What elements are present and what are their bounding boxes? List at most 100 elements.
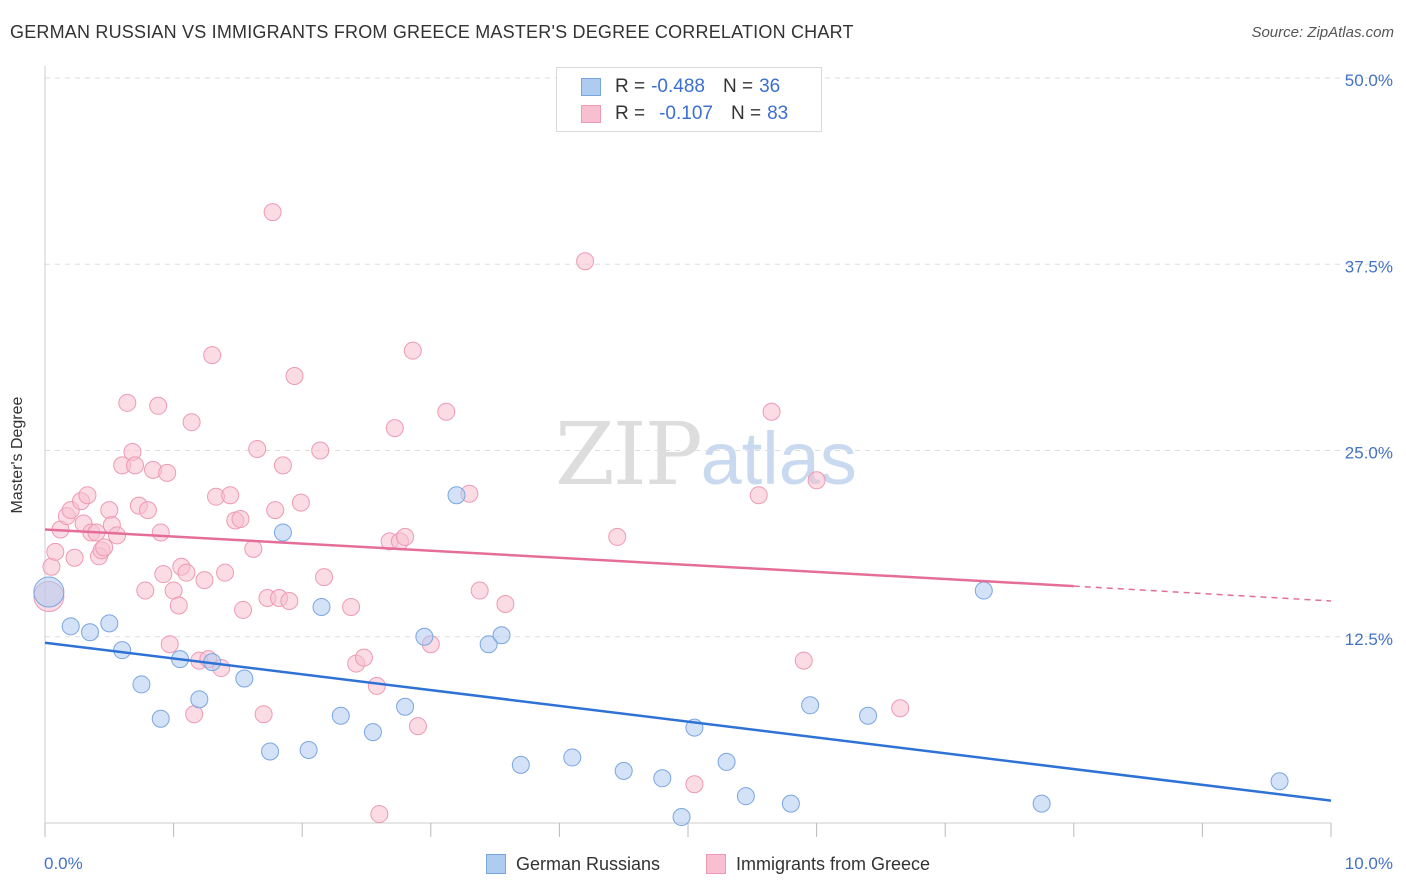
data-point [511,755,530,774]
data-point [61,617,80,636]
bottom-legend-label: German Russians [516,853,661,874]
data-point [762,402,781,421]
data-point [736,787,755,806]
data-point [42,557,61,576]
data-point [231,510,250,529]
data-point [263,203,282,222]
data-point [160,635,179,654]
data-point [126,456,145,475]
data-point [311,441,330,460]
data-point [385,419,404,438]
data-point [149,396,168,415]
data-point [370,805,389,824]
legend-n-value: 83 [767,103,789,124]
data-point [363,723,382,742]
legend-n-value: 36 [759,76,781,97]
data-point [151,523,170,542]
data-point [408,717,427,736]
data-point [273,456,292,475]
data-point [151,709,170,728]
data-point [396,697,415,716]
data-point [280,591,299,610]
data-point [154,565,173,584]
x-tick-label: 10.0% [1345,854,1393,873]
data-point [496,594,515,613]
trend-line-immigrants-from-greece [44,528,1074,588]
watermark-zip: ZIP [555,405,703,505]
data-point [136,581,155,600]
legend-r-label: R = [615,103,646,124]
correlation-legend: R = -0.488 N = 36 R = -0.107 N = 83 [556,67,822,132]
data-point [1032,794,1051,813]
y-tick-label: 37.5% [1345,257,1393,276]
data-point [177,563,196,582]
legend-n-label: N = [730,103,762,124]
data-point [781,794,800,813]
data-point [261,742,280,761]
bottom-legend-label: Immigrants from Greece [736,853,931,874]
data-point [1270,772,1289,791]
data-point [182,413,201,432]
data-point [138,501,157,520]
data-point [100,501,119,520]
legend-row-german-russians: R = -0.488 N = 36 [581,76,780,98]
legend-n-label: N = [722,76,754,97]
data-point [100,614,119,633]
data-point [367,676,386,695]
data-point [95,538,114,557]
data-point [576,252,595,271]
data-point [396,527,415,546]
data-point [81,623,100,642]
trend-line-german-russians [44,641,1332,802]
source-label: Source: ZipAtlas.com [1251,24,1394,41]
data-point [299,740,318,759]
data-point [158,463,177,482]
trend-lines [44,528,1332,802]
legend-r-label: R = [615,76,646,97]
data-point [891,699,910,718]
data-point [254,705,273,724]
data-point [470,581,489,600]
data-point [354,648,373,667]
legend-swatch-pink [581,105,601,123]
watermark: ZIPatlas [555,405,857,505]
data-point [447,486,466,505]
y-tick-label: 25.0% [1345,444,1393,463]
data-point [563,748,582,767]
data-point [403,341,422,360]
watermark-atlas: atlas [700,417,857,500]
data-point [235,669,254,688]
data-point [794,651,813,670]
data-point [717,752,736,771]
data-point [608,527,627,546]
data-point [113,641,132,660]
trend-line-extension [1073,585,1332,602]
data-point [216,563,235,582]
data-point [672,808,691,827]
data-point [437,402,456,421]
data-point [685,775,704,794]
data-point [221,486,240,505]
chart-title: GERMAN RUSSIAN VS IMMIGRANTS FROM GREECE… [10,22,854,42]
data-point [312,597,331,616]
x-tick-label: 0.0% [44,854,83,873]
data-point [169,596,188,615]
tick-labels: 12.5% 25.0% 37.5% 50.0% 0.0% 10.0% [44,71,1393,873]
data-point [291,493,310,512]
bottom-legend-german-russians: German Russians [486,852,660,876]
legend-r-value: -0.488 [651,76,705,97]
data-point [195,571,214,590]
data-point [33,576,65,608]
data-point [248,440,267,459]
data-point [273,523,292,542]
data-point [190,690,209,709]
data-point [807,471,826,490]
data-point [974,581,993,600]
data-point [118,393,137,412]
legend-r-value: -0.107 [659,103,713,124]
data-point [492,626,511,645]
data-point [108,526,127,545]
data-point [315,568,334,587]
data-point [203,346,222,365]
